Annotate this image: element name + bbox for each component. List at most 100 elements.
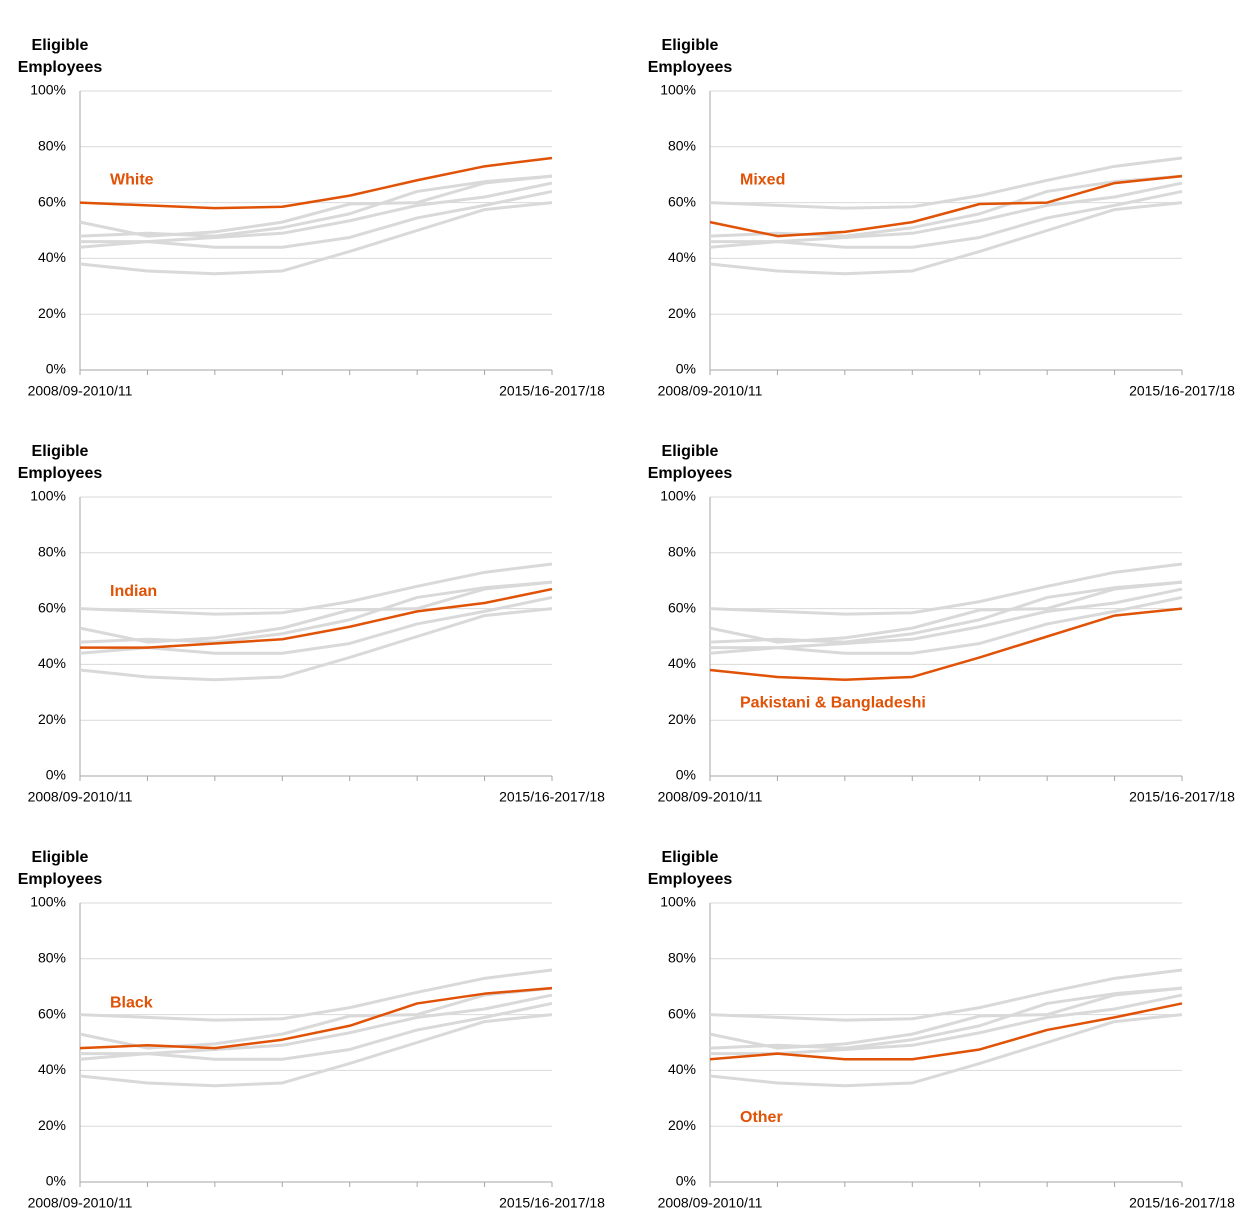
context-line [709, 174, 1183, 238]
x-tick-label: 2008/09-2010/11 [658, 1195, 763, 1211]
y-axis-title-line: Employees [18, 871, 103, 888]
highlight-line [709, 1002, 1183, 1061]
y-tick-label: 80% [38, 138, 66, 154]
y-tick-label: 80% [38, 544, 66, 560]
y-tick-label: 60% [38, 1005, 66, 1021]
x-tick-label: 2008/09-2010/11 [28, 1195, 133, 1211]
context-line [710, 181, 1183, 244]
y-tick-label: 20% [668, 711, 696, 727]
context-line [79, 1001, 553, 1061]
y-tick-label: 40% [38, 655, 66, 671]
y-tick-label: 60% [668, 193, 696, 209]
y-axis-title-line: Eligible [32, 37, 89, 54]
context-line [79, 174, 553, 238]
y-tick-label: 60% [38, 193, 66, 209]
context-line [709, 156, 1183, 210]
context-line [79, 580, 553, 644]
context-line [709, 189, 1183, 249]
context-line [709, 562, 1183, 616]
x-tick-label: 2015/16-2017/18 [1129, 1195, 1235, 1211]
highlight-line [709, 174, 1183, 238]
y-axis-title-line: Employees [648, 871, 733, 888]
x-tick-label: 2015/16-2017/18 [1129, 383, 1235, 399]
series-label: White [110, 171, 154, 188]
y-axis-title-line: Employees [18, 465, 103, 482]
y-tick-label: 0% [46, 1173, 66, 1189]
x-tick-label: 2015/16-2017/18 [499, 789, 605, 805]
series-label: Pakistani & Bangladeshi [740, 695, 926, 712]
y-tick-label: 100% [30, 82, 66, 98]
series-label: Black [110, 995, 153, 1012]
context-line [79, 174, 553, 238]
context-line [80, 993, 553, 1056]
y-tick-label: 0% [676, 361, 696, 377]
y-axis-title-line: Eligible [32, 443, 89, 460]
series-label: Mixed [740, 171, 785, 188]
y-axis-title-line: Employees [18, 59, 103, 76]
y-axis-title-line: Eligible [662, 443, 719, 460]
highlight-line [79, 156, 553, 210]
context-line [709, 986, 1183, 1050]
highlight-line [79, 986, 553, 1050]
panel: Eligible Employees 0% 20% 40% 60% 80% 100% 2008/… [648, 37, 1235, 398]
y-tick-label: 0% [46, 767, 66, 783]
y-tick-label: 100% [30, 894, 66, 910]
y-tick-label: 0% [676, 767, 696, 783]
y-axis-title: Eligible Employees [18, 443, 103, 482]
y-axis-title-line: Employees [648, 59, 733, 76]
y-axis-title-line: Employees [648, 465, 733, 482]
context-line [709, 968, 1183, 1022]
y-tick-label: 100% [660, 488, 696, 504]
x-tick-label: 2015/16-2017/18 [499, 383, 605, 399]
y-tick-label: 20% [38, 305, 66, 321]
context-line [709, 595, 1183, 655]
context-line [709, 580, 1183, 644]
context-line [710, 587, 1183, 650]
context-line [79, 189, 553, 249]
y-tick-label: 40% [668, 249, 696, 265]
y-tick-label: 20% [668, 1117, 696, 1133]
context-line [79, 201, 553, 276]
y-axis-title: Eligible Employees [18, 37, 103, 76]
y-tick-label: 0% [676, 1173, 696, 1189]
context-line [79, 607, 553, 682]
y-tick-label: 60% [668, 1005, 696, 1021]
y-tick-label: 20% [38, 711, 66, 727]
x-tick-label: 2008/09-2010/11 [658, 789, 763, 805]
y-tick-label: 80% [668, 138, 696, 154]
context-line [79, 986, 553, 1050]
panel: Eligible Employees 0% 20% 40% 60% 80% 100% 2008/… [18, 443, 605, 804]
context-line [710, 993, 1183, 1056]
panel: Eligible Employees 0% 20% 40% 60% 80% 100% 2008/… [648, 443, 1235, 804]
y-axis-title: Eligible Employees [648, 849, 733, 888]
x-tick-label: 2008/09-2010/11 [28, 789, 133, 805]
y-axis-title-line: Eligible [32, 849, 89, 866]
context-line [709, 201, 1183, 276]
y-tick-label: 40% [668, 1061, 696, 1077]
context-line [79, 580, 553, 644]
y-tick-label: 20% [668, 305, 696, 321]
x-tick-label: 2008/09-2010/11 [658, 383, 763, 399]
y-tick-label: 40% [38, 1061, 66, 1077]
panel: Eligible Employees 0% 20% 40% 60% 80% 100% 2008/… [18, 849, 605, 1210]
x-tick-label: 2015/16-2017/18 [499, 1195, 605, 1211]
series-label: Indian [110, 583, 157, 600]
y-axis-title-line: Eligible [662, 37, 719, 54]
context-line [709, 1013, 1183, 1088]
y-tick-label: 80% [668, 950, 696, 966]
y-axis-title-line: Eligible [662, 849, 719, 866]
x-tick-label: 2015/16-2017/18 [1129, 789, 1235, 805]
y-tick-label: 20% [38, 1117, 66, 1133]
context-line [79, 1013, 553, 1088]
context-line [79, 562, 553, 616]
y-axis-title: Eligible Employees [18, 849, 103, 888]
context-line [709, 986, 1183, 1050]
y-tick-label: 100% [660, 82, 696, 98]
x-tick-label: 2008/09-2010/11 [28, 383, 133, 399]
context-line [79, 968, 553, 1022]
y-tick-label: 60% [38, 599, 66, 615]
y-axis-title: Eligible Employees [648, 443, 733, 482]
context-line [80, 181, 553, 244]
y-tick-label: 100% [660, 894, 696, 910]
